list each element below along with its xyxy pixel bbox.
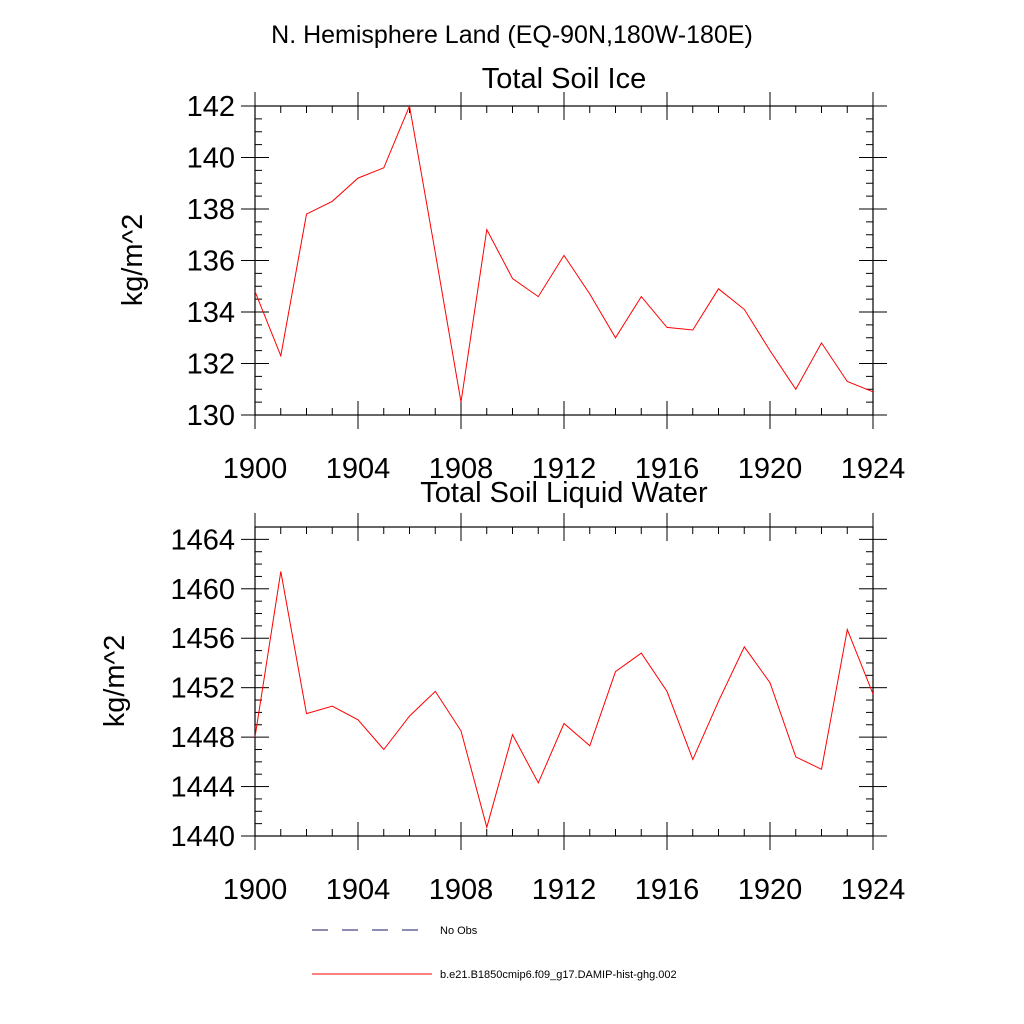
legend-label-model: b.e21.B1850cmip6.f09_g17.DAMIP-hist-ghg.… [440, 969, 677, 981]
panel-title: Total Soil Liquid Water [420, 477, 708, 509]
y-tick-label: 1464 [170, 524, 235, 556]
y-tick-label: 1448 [170, 722, 235, 754]
legend-label-no-obs: No Obs [440, 925, 478, 937]
y-tick-label: 136 [187, 246, 235, 278]
y-tick-label: 1456 [170, 623, 235, 655]
x-tick-label: 1904 [326, 874, 391, 906]
y-tick-label: 138 [187, 194, 235, 226]
legend: No Obs b.e21.B1850cmip6.f09_g17.DAMIP-hi… [312, 925, 677, 981]
y-tick-label: 1452 [170, 673, 235, 705]
plot-frame [254, 526, 874, 837]
x-tick-label: 1908 [429, 453, 494, 485]
plot-frame [254, 105, 874, 416]
y-axis-label: kg/m^2 [99, 635, 131, 728]
x-tick-label: 1924 [841, 874, 906, 906]
x-tick-label: 1924 [841, 453, 906, 485]
x-tick-label: 1916 [635, 874, 700, 906]
x-tick-label: 1920 [738, 453, 803, 485]
x-tick-label: 1900 [223, 453, 288, 485]
y-tick-label: 130 [187, 400, 235, 432]
y-tick-label: 142 [187, 91, 235, 123]
y-tick-label: 1440 [170, 821, 235, 853]
y-tick-label: 140 [187, 143, 235, 175]
x-tick-label: 1920 [738, 874, 803, 906]
figure-title: N. Hemisphere Land (EQ-90N,180W-180E) [271, 21, 753, 49]
x-tick-label: 1916 [635, 453, 700, 485]
y-tick-label: 134 [187, 297, 235, 329]
y-axis-label: kg/m^2 [117, 214, 149, 307]
x-tick-label: 1904 [326, 453, 391, 485]
y-tick-label: 132 [187, 349, 235, 381]
x-tick-label: 1912 [532, 453, 597, 485]
y-tick-label: 1460 [170, 574, 235, 606]
x-tick-label: 1912 [532, 874, 597, 906]
series-line [254, 571, 874, 830]
panel-title: Total Soil Ice [482, 63, 646, 95]
panel-total-soil-liquid-water: Total Soil Liquid Water kg/m^2 1900 1904 1… [99, 477, 905, 906]
series-line [254, 104, 874, 403]
x-tick-label: 1908 [429, 874, 494, 906]
x-tick-label: 1900 [223, 874, 288, 906]
y-tick-label: 1444 [170, 772, 235, 804]
panel-total-soil-ice: Total Soil Ice kg/m^2 1900 1904 1908 1912 19… [117, 63, 905, 485]
